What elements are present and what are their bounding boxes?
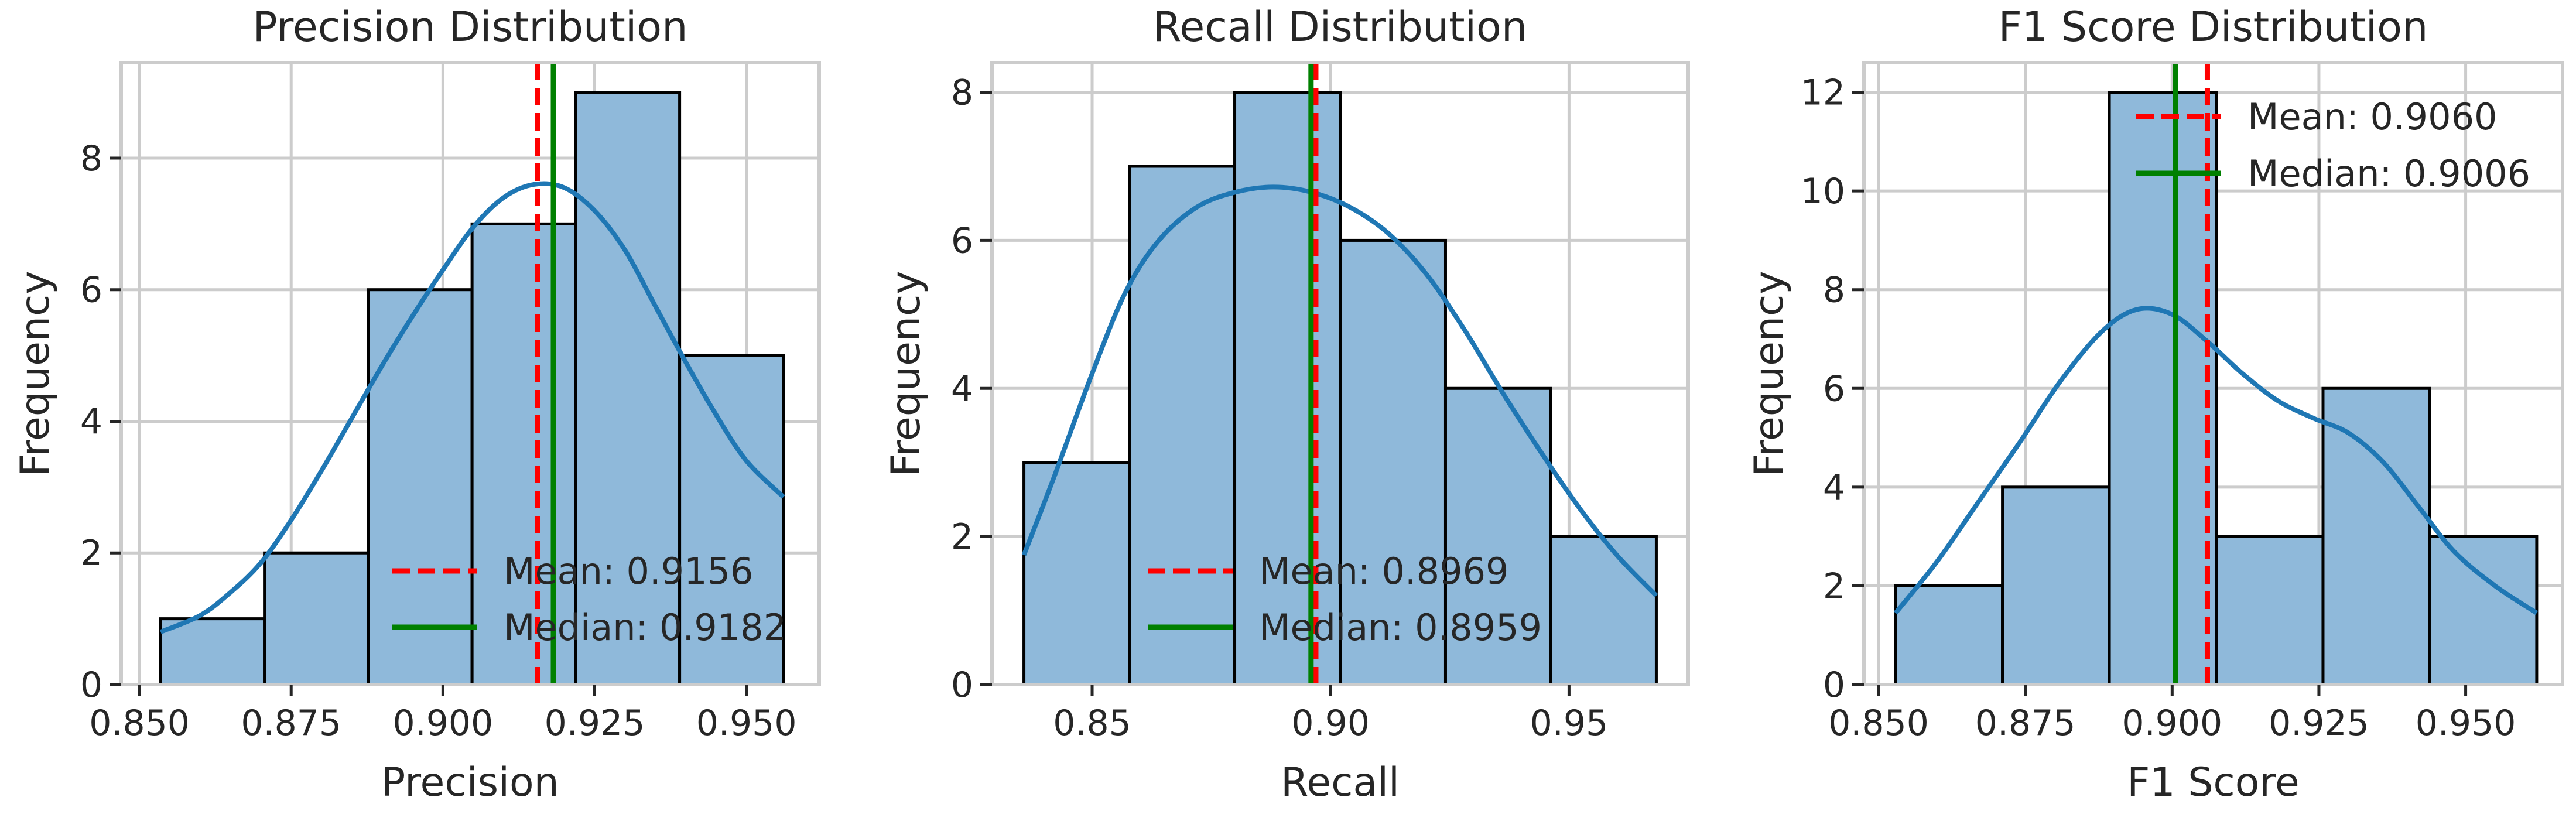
y-axis-label: Frequency [12, 271, 59, 476]
legend-mean-label: Mean: 0.9156 [504, 550, 753, 593]
f1-score-chart-panel: 0.850 0.875 0.900 0.925 0.950 0 2 4 6 8 10 12 F1 Sco… [1746, 3, 2564, 806]
y-tick-label-2: 4 [80, 401, 102, 442]
histogram-bar-1 [2001, 485, 2111, 686]
histogram-bar-2 [1233, 91, 1342, 686]
chart-title: F1 Score Distribution [1999, 3, 2428, 51]
histogram-bar-0 [1022, 461, 1131, 686]
y-tick-label-4: 8 [951, 73, 973, 114]
y-tick-label-6: 12 [1801, 73, 1845, 114]
y-axis-ticks: 0 2 4 6 8 [80, 138, 121, 706]
kde-curve [1021, 184, 1658, 598]
y-tick-label-2: 4 [951, 368, 973, 409]
y-tick-label-5: 10 [1801, 171, 1845, 212]
x-tick-label-3: 0.925 [545, 703, 645, 744]
histogram-bars [159, 91, 785, 686]
axes-frame [990, 61, 1690, 686]
x-tick-label-0: 0.850 [1828, 703, 1929, 744]
histogram-bar-3 [470, 222, 577, 686]
y-tick-label-4: 8 [80, 138, 102, 179]
legend-mean-label: Mean: 0.9060 [2247, 95, 2497, 138]
chart-title: Recall Distribution [1153, 3, 1527, 51]
y-tick-label-2: 4 [1823, 467, 1845, 508]
x-tick-label-1: 0.875 [1975, 703, 2076, 744]
histogram-bar-1 [1128, 165, 1237, 686]
x-axis-ticks: 0.850 0.875 0.900 0.925 0.950 [89, 685, 797, 744]
histogram-bar-2 [2108, 91, 2218, 686]
y-tick-label-4: 8 [1823, 270, 1845, 311]
histogram-bar-3 [2215, 535, 2325, 686]
y-axis-ticks: 0 2 4 6 8 10 12 [1801, 73, 1864, 706]
x-axis-label: Recall [1281, 760, 1400, 806]
histogram-bar-0 [159, 617, 266, 686]
x-tick-label-2: 0.900 [392, 703, 493, 744]
y-tick-label-0: 0 [80, 665, 102, 706]
y-tick-label-3: 6 [1823, 368, 1845, 409]
y-tick-label-1: 2 [80, 533, 102, 574]
x-tick-label-2: 0.900 [2122, 703, 2222, 744]
y-axis-label: Frequency [883, 271, 929, 476]
legend-median-label: Median: 0.8959 [1259, 606, 1542, 649]
legend: Mean: 0.8969 Median: 0.8959 [1148, 550, 1542, 649]
y-axis-ticks: 0 2 4 6 8 [951, 73, 992, 706]
legend-mean-label: Mean: 0.8969 [1259, 550, 1508, 593]
y-tick-label-0: 0 [1823, 665, 1845, 706]
precision-chart-panel: 0.850 0.875 0.900 0.925 0.950 0 2 4 6 8 Precision F… [12, 3, 821, 806]
x-axis-label: Precision [381, 760, 559, 806]
x-tick-label-0: 0.850 [89, 703, 190, 744]
histogram-bar-5 [1549, 535, 1658, 686]
kde-curve [1894, 306, 2539, 615]
legend: Mean: 0.9060 Median: 0.9006 [2136, 95, 2530, 195]
histogram-bar-0 [1894, 584, 2004, 686]
axes-frame [119, 61, 821, 686]
recall-chart-panel: 0.85 0.90 0.95 0 2 4 6 8 Recall Frequency Recall D… [883, 3, 1690, 806]
chart-title: Precision Distribution [253, 3, 688, 51]
histogram-bar-4 [2321, 386, 2431, 686]
x-axis-label: F1 Score [2127, 760, 2299, 806]
x-tick-label-1: 0.90 [1291, 703, 1370, 744]
y-tick-label-0: 0 [951, 665, 973, 706]
x-tick-label-4: 0.950 [2416, 703, 2516, 744]
y-axis-label: Frequency [1746, 271, 1792, 476]
x-axis-ticks: 0.85 0.90 0.95 [1053, 685, 1608, 744]
kde-curve [159, 181, 785, 634]
legend-median-label: Median: 0.9006 [2247, 152, 2530, 195]
x-axis-ticks: 0.850 0.875 0.900 0.925 0.950 [1828, 685, 2516, 744]
y-tick-label-1: 2 [951, 516, 973, 557]
histogram-bar-4 [574, 91, 682, 686]
histogram-bar-1 [263, 551, 370, 686]
legend-median-label: Median: 0.9182 [504, 606, 786, 649]
x-tick-label-3: 0.925 [2269, 703, 2369, 744]
x-tick-label-1: 0.875 [241, 703, 341, 744]
x-tick-label-4: 0.950 [696, 703, 797, 744]
x-tick-label-2: 0.95 [1530, 703, 1609, 744]
histogram-bar-5 [2428, 535, 2539, 686]
y-tick-label-3: 6 [80, 270, 102, 311]
y-tick-label-1: 2 [1823, 566, 1845, 607]
axes-frame [1862, 61, 2564, 686]
y-tick-label-3: 6 [951, 220, 973, 261]
legend: Mean: 0.9156 Median: 0.9182 [392, 550, 786, 649]
x-tick-label-0: 0.85 [1053, 703, 1131, 744]
